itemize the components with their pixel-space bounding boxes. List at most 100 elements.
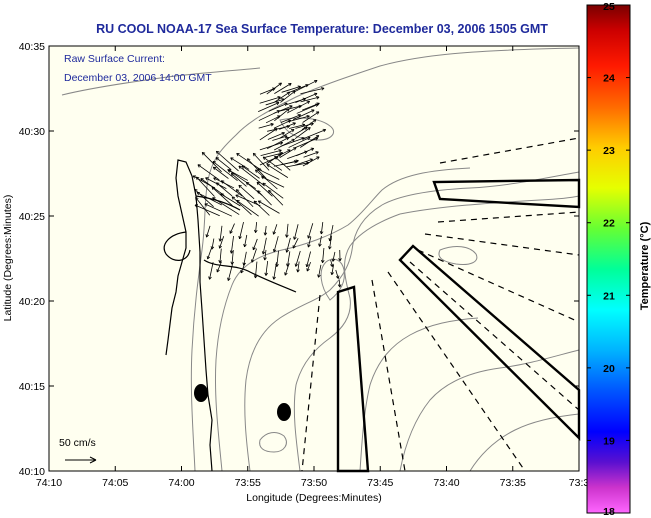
current-vector [236, 153, 262, 171]
current-vector [229, 235, 234, 254]
current-vector [220, 193, 241, 207]
current-vector [264, 260, 269, 276]
current-vector [302, 128, 327, 140]
current-vector [328, 235, 332, 250]
current-vector [238, 221, 244, 240]
current-vector [253, 200, 270, 216]
colorbar-tick-label: 23 [603, 145, 615, 157]
map-background [49, 46, 579, 471]
current-vector [196, 191, 223, 206]
current-vector [240, 263, 246, 274]
colorbar-tick-label: 21 [603, 290, 615, 302]
current-vector [294, 127, 311, 140]
current-vector [220, 180, 243, 197]
current-vector [215, 150, 239, 172]
x-axis-ticks: 74:10 74:05 74:00 73:55 73:50 73:45 73:40 73:35… [36, 46, 589, 489]
current-vector [195, 196, 211, 216]
x-tick-label: 73:40 [433, 477, 459, 489]
current-vector [305, 251, 311, 268]
current-vector [238, 184, 255, 200]
colorbar [586, 4, 631, 514]
current-vector [201, 151, 222, 173]
colorbar-label: Temperature (°C) [639, 221, 651, 310]
current-vector [257, 190, 272, 206]
current-vector [285, 237, 291, 253]
current-vector [273, 91, 291, 103]
current-vector [307, 236, 312, 248]
y-tick-label: 40:20 [19, 296, 45, 308]
current-vector [241, 165, 260, 179]
vector-scale-label: 50 cm/s [59, 437, 96, 449]
current-annotation-line2: December 03, 2006 14:00 GMT [64, 72, 212, 84]
current-vector [279, 122, 296, 130]
y-tick-label: 40:30 [19, 126, 45, 138]
current-vector [301, 119, 317, 130]
current-vector [267, 131, 285, 140]
colorbar-tick-label: 25 [603, 1, 615, 13]
current-vector [208, 262, 214, 280]
current-vector [259, 128, 278, 141]
colorbar-ticks: 25 24 23 22 21 20 19 18 [587, 1, 630, 518]
current-vector [307, 223, 314, 239]
current-vector [261, 237, 267, 255]
map-contents: 50 cm/s Raw Surface Current: December 03… [59, 47, 581, 473]
current-vector [296, 147, 315, 157]
current-vector [274, 108, 290, 122]
current-vector [274, 155, 291, 171]
current-vector [302, 102, 320, 111]
current-vector [259, 95, 281, 104]
current-vector [279, 147, 297, 158]
current-vector [302, 111, 320, 123]
colorbar-tick-label: 22 [603, 218, 615, 230]
current-vector [273, 119, 292, 129]
current-vector [268, 189, 284, 206]
current-vector [293, 224, 299, 240]
current-vector [252, 238, 258, 251]
current-vector [285, 223, 289, 238]
current-vector [263, 225, 268, 236]
current-vector [258, 101, 280, 113]
current-vector [272, 224, 278, 235]
current-vector [266, 164, 289, 178]
x-tick-label: 74:10 [36, 477, 62, 489]
current-vector [330, 259, 334, 267]
current-vector [218, 225, 223, 242]
current-vector [210, 238, 215, 250]
colorbar-tick-label: 24 [603, 73, 615, 85]
y-tick-label: 40:10 [19, 466, 45, 478]
current-vector [331, 251, 336, 262]
current-vector [246, 158, 267, 179]
y-tick-label: 40:15 [19, 381, 45, 393]
y-tick-label: 40:35 [19, 41, 45, 53]
current-vector [335, 269, 340, 279]
transect-lines [301, 137, 580, 472]
current-vector [292, 237, 299, 249]
current-vector [262, 156, 283, 171]
y-tick-label: 40:25 [19, 211, 45, 223]
current-vector [262, 182, 284, 199]
current-vector [302, 156, 320, 167]
current-vector [218, 236, 225, 249]
current-vector [266, 137, 290, 150]
map-title: RU COOL NOAA-17 Sea Surface Temperature:… [96, 22, 548, 36]
current-vector [303, 151, 319, 158]
current-vector [300, 87, 325, 95]
current-vector [216, 261, 222, 273]
current-vector [317, 264, 322, 278]
current-vector [215, 182, 233, 197]
current-vector [272, 262, 277, 280]
current-vector [299, 135, 320, 148]
current-vector [194, 204, 220, 217]
current-vector [337, 279, 342, 288]
current-vector [286, 100, 310, 114]
current-vector [280, 90, 296, 103]
current-vector [263, 249, 267, 261]
current-vector [227, 264, 233, 281]
current-vector [218, 248, 222, 264]
x-tick-label: 73:50 [301, 477, 327, 489]
current-vector [260, 149, 282, 157]
current-vector [338, 249, 342, 262]
current-vector [274, 82, 292, 94]
current-vector [272, 236, 279, 253]
